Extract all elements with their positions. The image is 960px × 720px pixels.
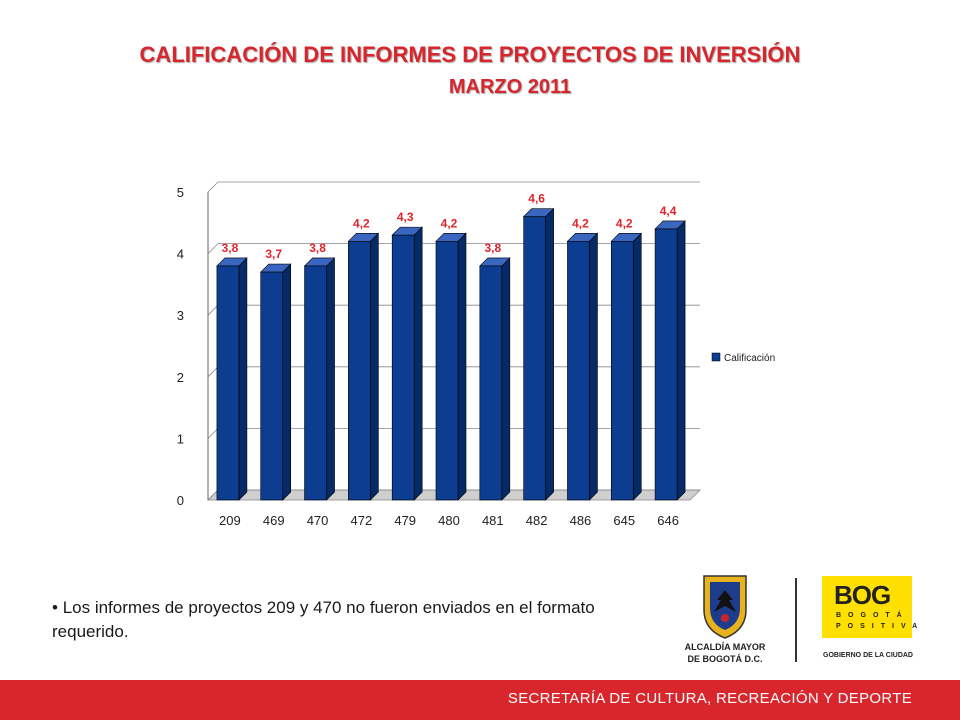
x-tick-label: 479 [394,513,416,528]
bar [391,234,415,501]
gridline-diag [207,489,219,501]
bar-side [326,257,335,501]
data-label: 4,2 [353,216,370,230]
bar [216,265,240,501]
y-tick-label: 3 [177,308,184,323]
data-label: 4,2 [616,216,633,230]
bar [610,240,634,501]
bar [435,240,459,501]
bog-caption: GOBIERNO DE LA CIUDAD [823,652,913,659]
bar-side [282,263,292,501]
data-label: 4,3 [397,210,414,224]
y-tick-label: 0 [177,493,184,508]
data-label: 3,8 [484,241,501,255]
data-label: 3,7 [265,247,282,261]
gridline-diag [207,181,219,193]
bar-side [676,220,686,501]
data-label: 4,2 [441,216,458,230]
note-text: • Los informes de proyectos 209 y 470 no… [52,598,595,641]
x-tick-label: 645 [613,513,635,528]
bog-logo-sub1: BOGOTÁ [836,612,909,619]
data-label: 4,4 [660,204,677,218]
coat-of-arms-icon [703,575,747,639]
alcaldia-logo: ALCALDÍA MAYOR DE BOGOTÁ D.C. [670,572,780,667]
y-tick-label: 2 [177,370,184,385]
footer-text: SECRETARÍA DE CULTURA, RECREACIÓN Y DEPO… [507,690,912,707]
bar [567,240,590,501]
bar-side [413,226,423,501]
x-tick-label: 472 [351,513,373,528]
bar [479,265,503,501]
x-tick-label: 470 [307,513,329,528]
legend-swatch [711,352,721,362]
bog-logo-sub2: POSITIVA [836,623,925,630]
x-tick-label: 481 [482,513,504,528]
gridline-diag [207,428,219,439]
bar-side [238,257,248,501]
data-label: 4,6 [528,192,545,206]
alcaldia-line1: ALCALDÍA MAYOR [684,642,766,652]
bar-side [370,232,379,501]
data-label: 3,8 [309,241,326,255]
legend-label: Calificación [724,353,775,364]
bar-side [632,232,642,501]
bar-side [457,232,467,501]
page-subtitle: MARZO 2011 [448,76,572,98]
bar-side [589,232,598,501]
page-title: CALIFICACIÓN DE INFORMES DE PROYECTOS DE… [139,42,801,67]
bar-side [545,207,554,501]
y-tick-label: 5 [177,185,184,200]
y-tick-label: 4 [177,247,184,262]
alcaldia-line2: DE BOGOTÁ D.C. [687,654,763,664]
x-tick-label: 209 [219,513,241,528]
bogota-positiva-logo: BOG BOGOTÁ POSITIVA [822,576,917,638]
bar [304,265,327,501]
bar [654,228,678,501]
gridline-diag [207,366,219,378]
x-tick-label: 480 [438,513,460,528]
x-tick-label: 486 [570,513,592,528]
x-tick-label: 469 [263,513,285,528]
logo-divider [795,578,797,662]
bar [348,240,371,501]
bar-chart: 0 1 2 3 4 5 3,8 209 3,7 469 3,8 470 4,2 472 4,3 479 4,2 4… [177,181,775,528]
gridline-diag [207,304,219,316]
data-label: 4,2 [572,216,589,230]
bog-logo-text: BOG [834,580,891,610]
bar [523,216,546,501]
y-tick-label: 1 [177,431,184,446]
gridline-diag [207,243,219,254]
data-label: 3,8 [222,241,239,255]
footer-bar: SECRETARÍA DE CULTURA, RECREACIÓN Y DEPO… [0,680,960,720]
x-tick-label: 646 [657,513,679,528]
bar-side [501,257,511,501]
note-body: Los informes de proyectos 209 y 470 no f… [52,598,595,641]
x-tick-label: 482 [526,513,548,528]
bar [260,271,284,501]
